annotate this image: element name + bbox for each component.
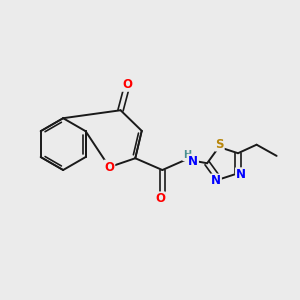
Text: N: N [211, 175, 221, 188]
Text: N: N [188, 155, 198, 168]
Text: O: O [122, 78, 132, 91]
Text: H: H [183, 150, 191, 160]
Text: N: N [236, 168, 246, 181]
Text: O: O [155, 192, 165, 206]
Text: S: S [215, 138, 224, 151]
Text: O: O [104, 160, 114, 174]
